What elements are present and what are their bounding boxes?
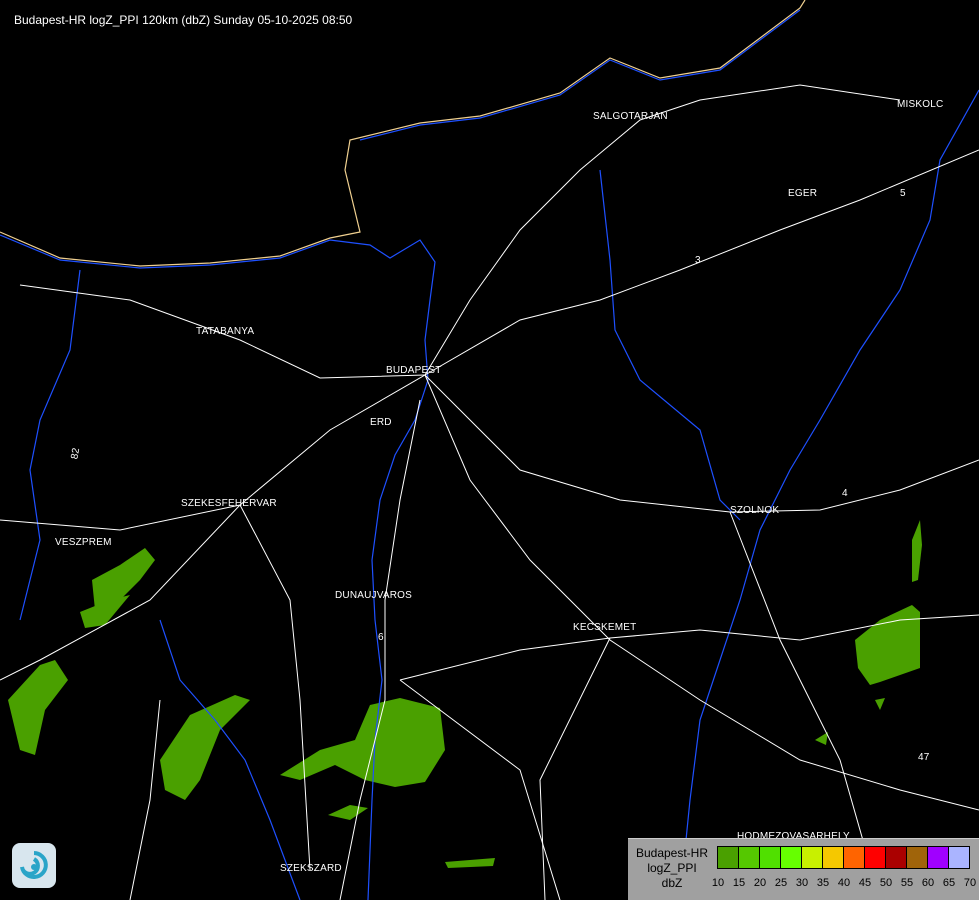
legend-bin [949, 847, 969, 868]
legend-tick-label: 25 [774, 877, 788, 889]
legend-unit: dbZ [661, 876, 683, 890]
precipitation-echoes [8, 520, 922, 868]
echo-patch [280, 698, 445, 787]
zagyva-river [599, 169, 741, 521]
road [239, 504, 311, 871]
legend-bin [865, 847, 886, 868]
city-label: SZEKSZARD [280, 863, 342, 874]
road [129, 699, 161, 900]
legend-tick-label: 10 [711, 877, 725, 889]
legend-bin [802, 847, 823, 868]
swirl-logo-icon [12, 843, 56, 888]
tisza-river [679, 89, 979, 900]
legend-bin [907, 847, 928, 868]
road [339, 399, 421, 900]
river-ipoly [359, 9, 801, 141]
river-sio [159, 619, 301, 900]
road [729, 511, 881, 900]
legend-bin [760, 847, 781, 868]
road [399, 614, 979, 681]
road-number: 4 [842, 488, 848, 499]
road-number: 82 [69, 446, 83, 461]
legend-tick-label: 60 [921, 877, 935, 889]
legend-tick-label: 30 [795, 877, 809, 889]
road [424, 84, 901, 376]
echo-patch [815, 732, 828, 745]
legend-tick-label: 50 [879, 877, 893, 889]
legend-bin [718, 847, 739, 868]
city-label: DUNAUJVAROS [335, 590, 413, 601]
legend-tick-label: 20 [753, 877, 767, 889]
roads [0, 84, 979, 900]
legend-tick-label: 70 [963, 877, 977, 889]
road [399, 679, 561, 900]
echo-patch [875, 698, 885, 710]
city-label: SZEKESFEHERVAR [181, 498, 277, 509]
map-title: Budapest-HR logZ_PPI 120km (dbZ) Sunday … [14, 13, 353, 27]
legend-color-bins [717, 846, 970, 869]
echo-patch [855, 605, 920, 685]
echo-patch [160, 695, 250, 800]
legend-tick-label: 40 [837, 877, 851, 889]
river-west [19, 269, 81, 621]
legend-bin [844, 847, 865, 868]
road-number: 6 [378, 632, 384, 643]
echo-patch [328, 805, 368, 820]
rivers [0, 9, 979, 900]
city-label: BUDAPEST [386, 365, 442, 376]
city-label: SALGOTARJAN [593, 111, 668, 122]
legend-tick-label: 65 [942, 877, 956, 889]
legend-tick-label: 45 [858, 877, 872, 889]
city-label: HODMEZOVASARHELY [737, 831, 850, 842]
legend-tick-label: 15 [732, 877, 746, 889]
road [424, 374, 979, 513]
color-scale-legend: Budapest-HR logZ_PPI dbZ 10 15 20 25 30 35 40 4… [628, 838, 979, 900]
legend-product: logZ_PPI [647, 861, 697, 875]
echo-patch [445, 858, 495, 868]
border [0, 0, 806, 267]
city-label: MISKOLC [897, 99, 944, 110]
legend-bin [739, 847, 760, 868]
legend-tick-label: 55 [900, 877, 914, 889]
city-label: SZOLNOK [730, 505, 780, 516]
echo-patch [8, 660, 68, 755]
road-number: 47 [918, 752, 930, 763]
city-label: TATABANYA [196, 326, 255, 337]
legend-bin [886, 847, 907, 868]
echo-patch [92, 548, 155, 610]
city-label: ERD [370, 417, 392, 428]
road [424, 374, 979, 811]
echo-patch [912, 520, 922, 582]
road [19, 284, 426, 379]
legend-bin [781, 847, 802, 868]
legend-labels: Budapest-HR logZ_PPI dbZ [628, 846, 716, 891]
legend-bin [928, 847, 949, 868]
road-number: 5 [900, 188, 906, 199]
legend-tick-label: 35 [816, 877, 830, 889]
road [424, 149, 979, 376]
road-number: 3 [695, 255, 701, 266]
legend-radar-name: Budapest-HR [635, 846, 709, 860]
city-label: VESZPREM [55, 537, 112, 548]
road [0, 504, 241, 681]
city-label: KECSKEMET [573, 622, 637, 633]
legend-bin [823, 847, 844, 868]
road [539, 637, 611, 900]
echo-patch [80, 595, 130, 628]
city-label: EGER [788, 188, 818, 199]
danube-river [0, 234, 436, 900]
